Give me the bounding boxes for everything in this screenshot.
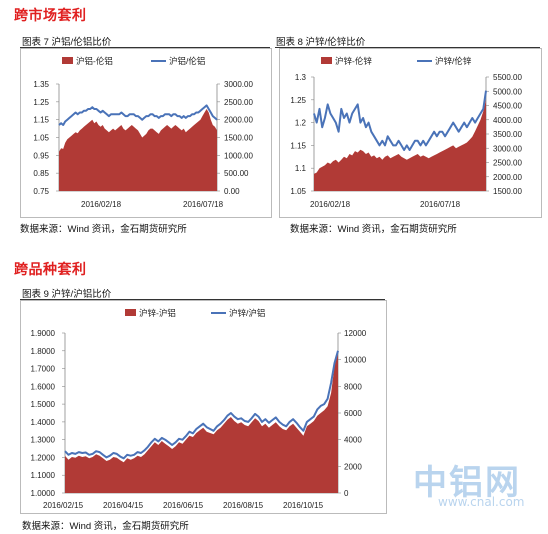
y-left-tick-label: 1.15 [33,116,49,125]
y-left-tick-label: 1.2000 [31,453,56,462]
y-left-tick-label: 1.9000 [31,329,56,338]
y-left-tick-label: 1.25 [290,96,306,105]
y-right-tick-label: 500.00 [224,169,249,178]
watermark-url: www.cnal.com [438,495,525,509]
y-left-tick-label: 1.1 [295,164,307,173]
legend-swatch-area [321,57,332,64]
figure-7-caption: 图表 7 沪铝/伦铝比价 [22,37,112,48]
y-right-tick-label: 3000.00 [493,144,522,153]
divider [20,47,270,48]
legend-label: 沪铝-伦铝 [76,56,113,66]
y-right-tick-label: 1500.00 [493,187,522,196]
y-left-tick-label: 1.5000 [31,400,56,409]
y-right-tick-label: 4000.00 [493,116,522,125]
chart-fig7-svg: 1.35 1.25 1.15 1.05 0.95 0.85 0.75 3000.00 2500.… [33,56,253,209]
series-area-0 [59,109,217,191]
series-line-1 [64,350,339,460]
y-right-tick-label: 3000.00 [224,80,253,89]
x-tick-label: 2016/02/15 [43,501,84,510]
x-tick-label: 2016/07/18 [420,200,461,209]
series-line-1 [58,104,218,126]
divider [20,299,385,300]
y-right-tick-label: 5500.00 [493,73,522,82]
section-title-cross-market: 跨市场套利 [14,7,87,23]
source-fig8: 数据来源：Wind 资讯，金石期货研究所 [290,224,457,235]
series-area-0 [65,353,338,493]
chart-fig9-svg: 1.9000 1.8000 1.7000 1.6000 1.5000 1.4000 1.30… [31,308,367,510]
y-left-tick-label: 1.0000 [31,489,56,498]
y-left-tick-label: 1.35 [33,80,49,89]
x-tick-label: 2016/02/18 [81,200,122,209]
x-tick-label: 2016/10/15 [283,501,324,510]
y-right-tick-label: 5000.00 [493,87,522,96]
y-right-tick-label: 0 [344,489,349,498]
x-tick-label: 2016/06/15 [163,501,204,510]
x-tick-label: 2016/04/15 [103,501,144,510]
y-right-tick-label: 3500.00 [493,130,522,139]
chart-fig8-svg: 1.3 1.25 1.2 1.15 1.1 1.05 5500.00 5000.00 4500.… [290,56,522,209]
x-tick-label: 2016/02/18 [310,200,351,209]
y-left-tick-label: 1.1000 [31,471,56,480]
y-left-tick-label: 0.95 [33,151,49,160]
series-area-0 [314,99,486,191]
legend-label: 沪锌/沪铝 [229,308,265,318]
divider [275,47,540,48]
chart-fig7: 1.35 1.25 1.15 1.05 0.95 0.85 0.75 3000.00 2500.… [20,48,272,218]
chart-fig8: 1.3 1.25 1.2 1.15 1.1 1.05 5500.00 5000.00 4500.… [279,48,542,218]
y-right-tick-label: 4000 [344,436,362,445]
y-right-tick-label: 2000.00 [493,173,522,182]
y-right-tick-label: 2000 [344,462,362,471]
legend-label: 沪铝/伦铝 [169,56,205,66]
y-left-tick-label: 1.7000 [31,365,56,374]
y-left-tick-label: 1.3 [295,73,307,82]
legend-label: 沪锌/伦锌 [435,56,472,66]
legend-swatch-area [125,309,136,316]
y-right-tick-label: 6000 [344,409,362,418]
y-left-tick-label: 1.8000 [31,347,56,356]
y-left-tick-label: 1.05 [290,187,306,196]
y-left-tick-label: 0.75 [33,187,49,196]
figure-8-caption: 图表 8 沪锌/伦锌比价 [276,37,366,48]
series-line-1 [313,90,487,151]
y-left-tick-label: 1.05 [33,134,49,143]
source-fig9: 数据来源：Wind 资讯，金石期货研究所 [22,521,189,532]
watermark-brand: 中铝网 [413,463,521,503]
y-left-tick-label: 1.2 [295,119,307,128]
y-right-tick-label: 2500.00 [493,159,522,168]
y-right-tick-label: 1500.00 [224,134,253,143]
x-tick-label: 2016/07/18 [183,200,224,209]
chart-fig9: 1.9000 1.8000 1.7000 1.6000 1.5000 1.4000 1.30… [20,300,387,514]
y-left-tick-label: 0.85 [33,169,49,178]
y-right-tick-label: 4500.00 [493,102,522,111]
y-right-tick-label: 8000 [344,382,362,391]
y-left-tick-label: 1.3000 [31,436,56,445]
y-left-tick-label: 1.15 [290,141,306,150]
y-right-tick-label: 2500.00 [224,98,253,107]
x-tick-label: 2016/08/15 [223,501,264,510]
source-fig7: 数据来源：Wind 资讯，金石期货研究所 [20,224,187,235]
y-left-tick-label: 1.4000 [31,418,56,427]
legend-label: 沪锌-沪铝 [139,308,176,318]
legend-label: 沪锌-伦锌 [335,56,372,66]
y-right-tick-label: 0.00 [224,187,240,196]
figure-9-caption: 图表 9 沪锌/沪铝比价 [22,289,112,300]
section-title-cross-variety: 跨品种套利 [14,261,87,277]
y-left-tick-label: 1.6000 [31,382,56,391]
y-left-tick-label: 1.25 [33,98,49,107]
y-right-tick-label: 2000.00 [224,116,253,125]
y-right-tick-label: 10000 [344,356,367,365]
y-right-tick-label: 12000 [344,329,367,338]
y-right-tick-label: 1000.00 [224,151,253,160]
legend-swatch-area [62,57,73,64]
